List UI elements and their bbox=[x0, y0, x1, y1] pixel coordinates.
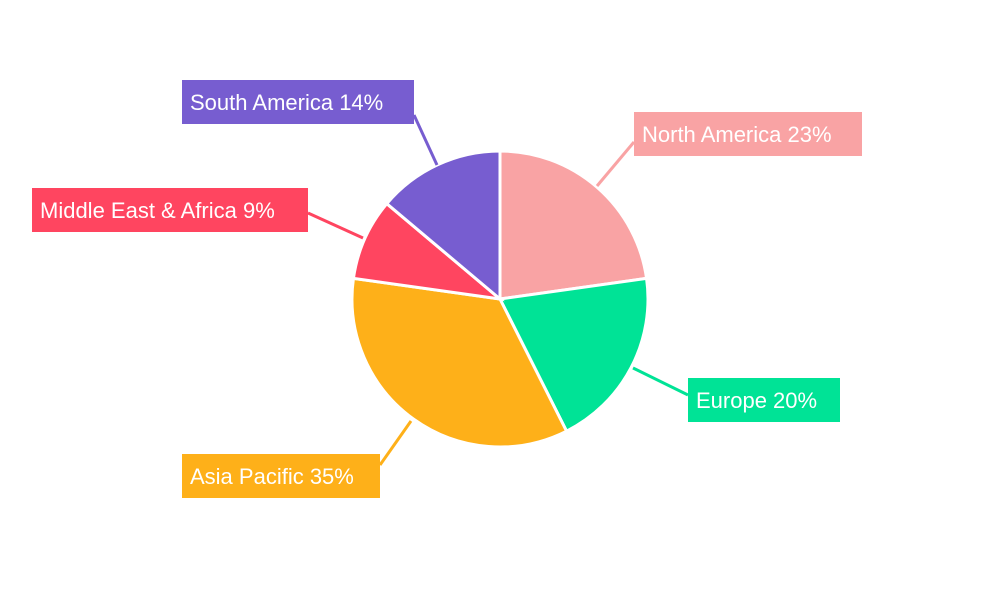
pie-labels: North America 23% Europe 20% Asia Pacific … bbox=[32, 80, 862, 498]
leader-line bbox=[412, 114, 439, 166]
leader-line bbox=[378, 420, 413, 466]
pie-slice-europe[interactable] bbox=[497, 276, 650, 434]
data-label: Middle East & Africa 9% bbox=[40, 198, 275, 223]
data-label: North America 23% bbox=[642, 122, 832, 147]
pie-slice-middle-east-africa[interactable] bbox=[351, 201, 505, 302]
leader-line bbox=[595, 141, 636, 187]
data-label: South America 14% bbox=[190, 90, 383, 115]
data-label-box bbox=[182, 80, 414, 124]
data-label-box bbox=[688, 378, 840, 422]
leader-line bbox=[307, 211, 364, 240]
data-label: Europe 20% bbox=[696, 388, 817, 413]
leader-line bbox=[632, 366, 689, 397]
pie-slice-asia-pacific[interactable] bbox=[350, 276, 569, 449]
data-label-box bbox=[182, 454, 380, 498]
pie-slice-south-america[interactable] bbox=[384, 149, 502, 303]
pie-slice-north-america[interactable] bbox=[498, 149, 649, 301]
data-label-box bbox=[32, 188, 308, 232]
data-label-box bbox=[634, 112, 862, 156]
data-label: Asia Pacific 35% bbox=[190, 464, 354, 489]
pie-slices bbox=[350, 149, 650, 449]
